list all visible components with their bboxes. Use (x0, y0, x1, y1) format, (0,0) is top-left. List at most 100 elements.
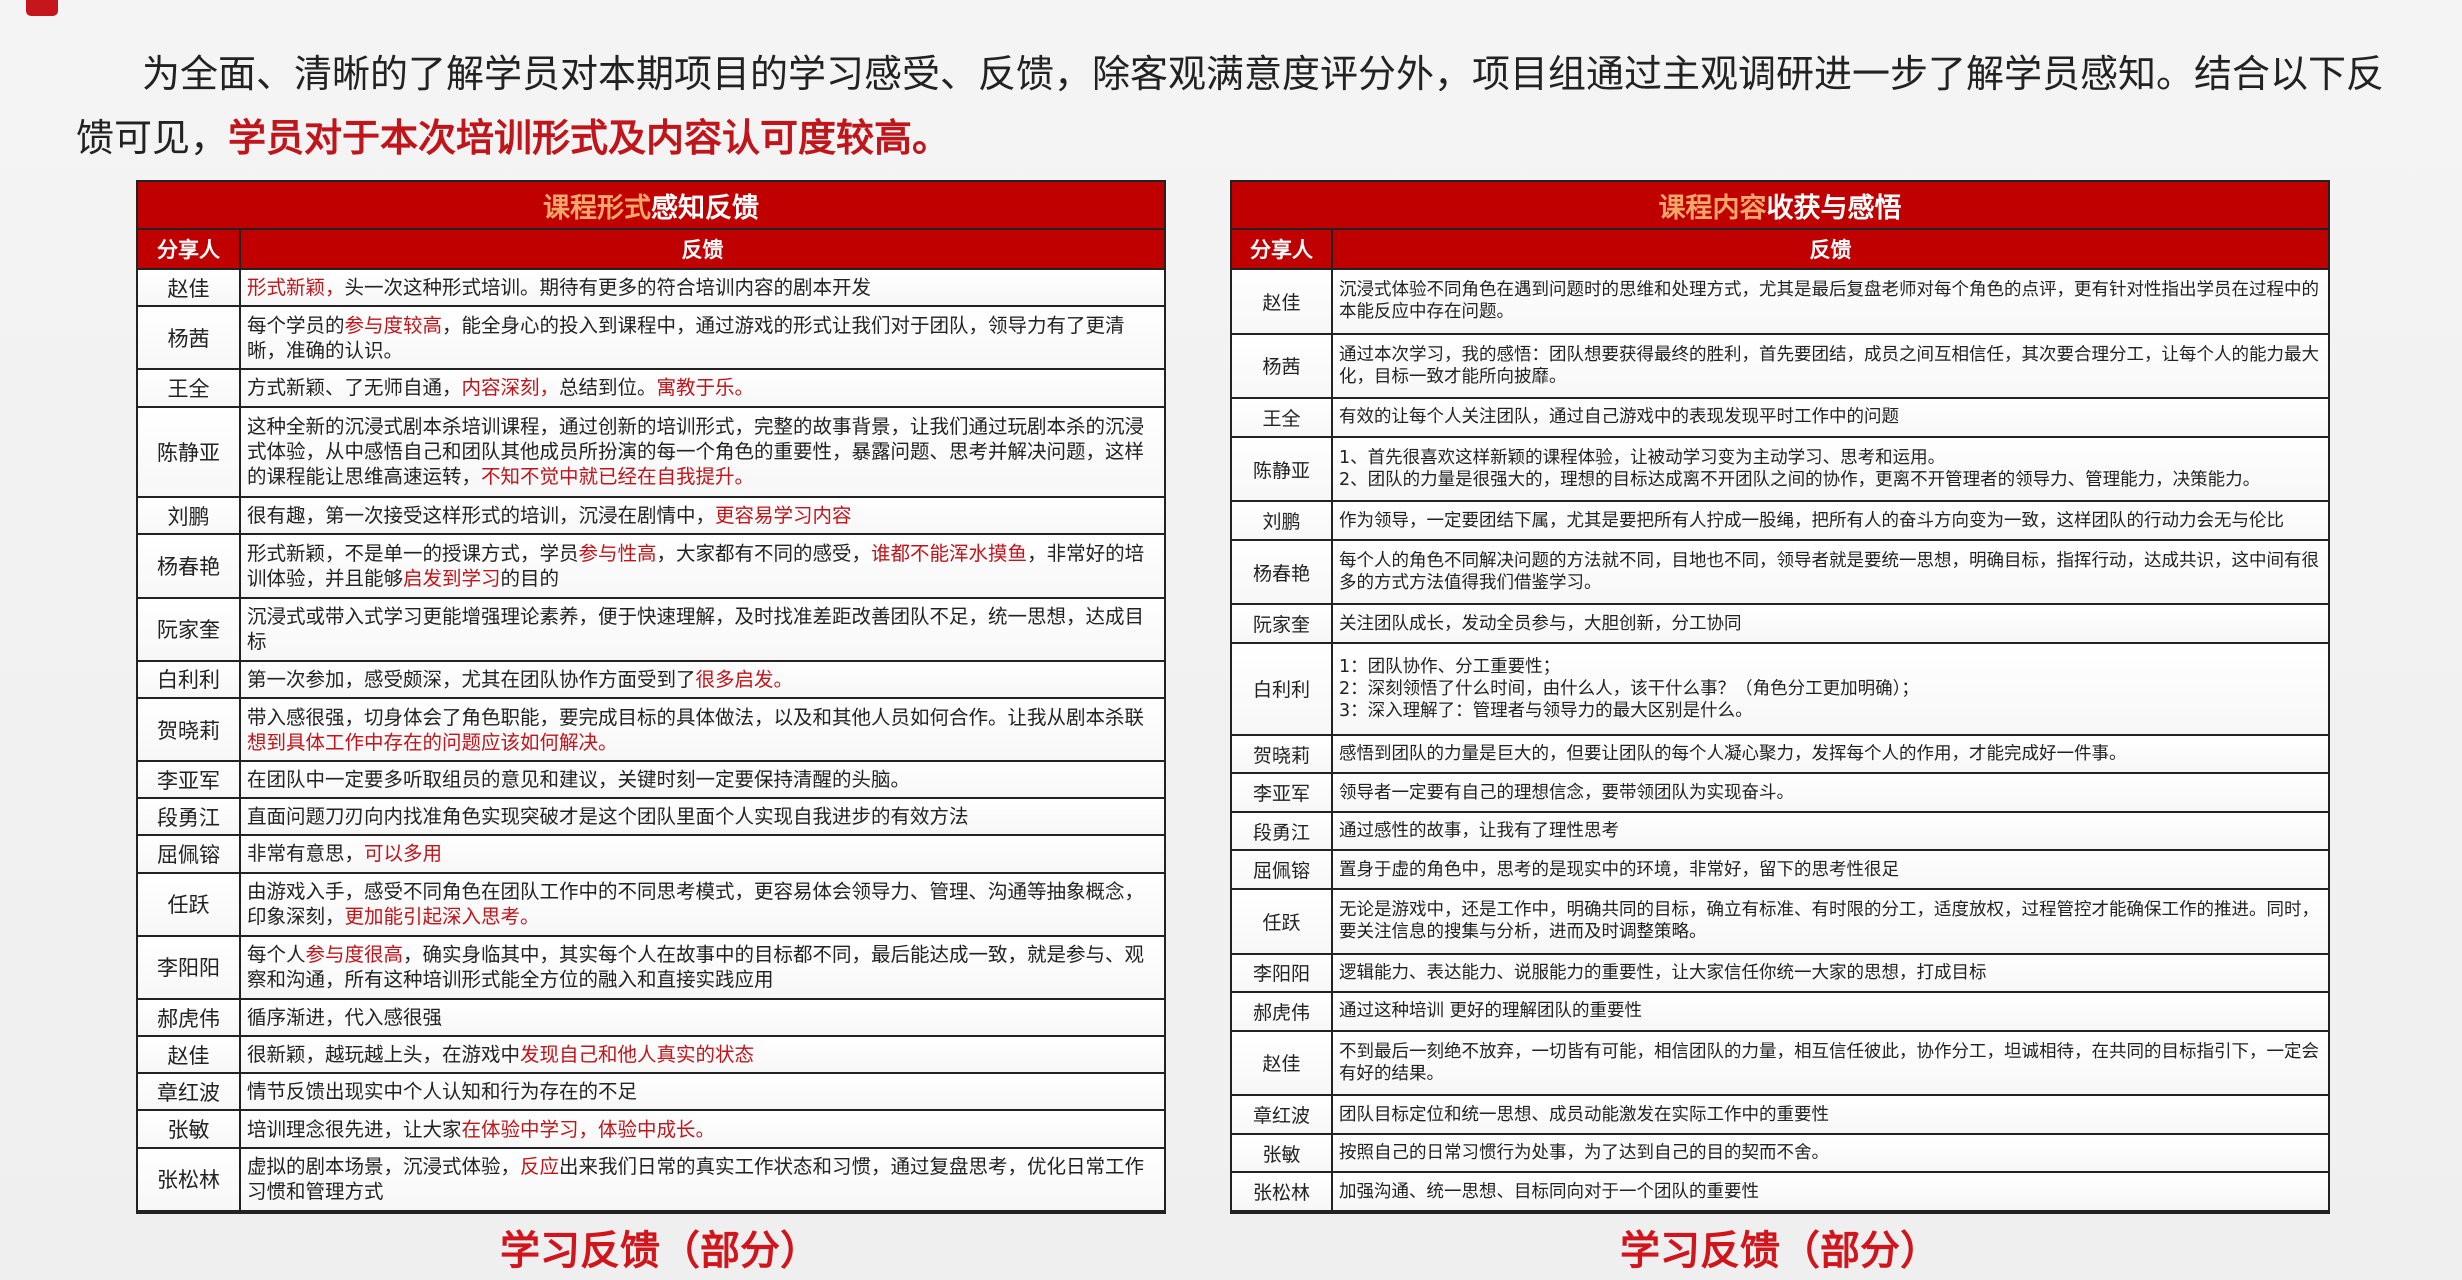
feedback-cell: 每个人参与度很高，确实身临其中，其实每个人在故事中的目标都不同，最后能达成一致，… (240, 935, 1164, 1001)
sharer-name: 王全 (138, 369, 241, 408)
feedback-cell: 沉浸式或带入式学习更能增强理论素养，便于快速理解，及时找准差距改善团队不足，统一… (240, 597, 1164, 662)
table-row: 李阳阳 逻辑能力、表达能力、说服能力的重要性，让大家信任你统一大家的思想，打成目标 (1232, 953, 2328, 994)
feedback-text: 作为领导，一定要团结下属，尤其是要把所有人拧成一股绳，把所有人的奋斗方向变为一致… (1339, 510, 2284, 531)
feedback-cell: 感悟到团队的力量是巨大的，但要让团队的每个人凝心聚力，发挥每个人的作用，才能完成… (1332, 734, 2328, 775)
feedback-cell: 关注团队成长，发动全员参与，大胆创新，分工协同 (1332, 604, 2328, 644)
sharer-name: 陈静亚 (138, 406, 241, 499)
feedback-text: 很新颖，越玩越上头，在游戏中 (247, 1043, 521, 1067)
sharer-name: 王全 (1232, 398, 1333, 438)
sharer-name: 屈佩镕 (1232, 850, 1333, 890)
table-row: 杨春艳 每个人的角色不同解决问题的方法就不同，目地也不同，领导者就是要统一思想，明… (1232, 539, 2328, 606)
highlighted-text: 形式新颖， (247, 276, 345, 300)
table-row: 贺晓莉 带入感很强，切身体会了角色职能，要完成目标的具体做法，以及和其他人员如何合… (138, 697, 1164, 763)
highlighted-text: 参与度较高 (344, 313, 443, 337)
sharer-name: 杨春艳 (138, 534, 241, 599)
feedback-text: 1、首先很喜欢这样新颖的课程体验，让被动学习变为主动学习、思考和运用。 2、团队… (1339, 448, 2261, 491)
sharer-name: 张敏 (1232, 1133, 1333, 1174)
sharer-name: 郝虎伟 (1232, 992, 1333, 1032)
feedback-cell: 通过这种培训 更好的理解团队的重要性 (1332, 992, 2328, 1032)
feedback-cell: 沉浸式体验不同角色在遇到问题时的思维和处理方式，尤其是最后复盘老师对每个角色的点… (1332, 269, 2328, 335)
highlighted-text: 更容易学习内容 (715, 504, 852, 528)
sharer-name: 张敏 (138, 1110, 241, 1149)
feedback-cell: 1、首先很喜欢这样新颖的课程体验，让被动学习变为主动学习、思考和运用。 2、团队… (1332, 436, 2328, 503)
table-row: 陈静亚 1、首先很喜欢这样新颖的课程体验，让被动学习变为主动学习、思考和运用。 2… (1232, 436, 2328, 503)
highlighted-text: 想到具体工作中存在的问题应该如何解决。 (247, 730, 618, 754)
feedback-cell: 领导者一定要有自己的理想信念，要带领团队为实现奋斗。 (1332, 773, 2328, 813)
sharer-name: 章红波 (138, 1073, 241, 1112)
table-row: 赵佳 形式新颖，头一次这种形式培训。期待有更多的符合培训内容的剧本开发 (138, 269, 1164, 308)
table-row: 章红波 情节反馈出现实中个人认知和行为存在的不足 (138, 1073, 1164, 1112)
feedback-text: 加强沟通、统一思想、目标同向对于一个团队的重要性 (1339, 1181, 1759, 1202)
course-content-reflection-table: 课程内容收获与感悟 分享人 反馈 赵佳 沉浸式体验不同角色在遇到问题时的思维和处理方… (1230, 180, 2330, 1214)
table-row: 张敏 按照自己的日常习惯行为处事，为了达到自己的目的契而不舍。 (1232, 1133, 2328, 1174)
intro-highlight: 学员对于本次培训形式及内容认可度较高。 (228, 116, 951, 160)
corner-accent (26, 0, 58, 16)
feedback-text: ，非常好的培训体验，并且能够 (247, 541, 1145, 590)
feedback-text: 培训理念很先进，让大家 (247, 1117, 462, 1141)
highlighted-text: 寓教于乐。 (656, 376, 755, 400)
feedback-text: 由游戏入手，感受不同角色在团队工作中的不同思考模式，更容易体会领导力、管理、沟通… (247, 880, 1145, 929)
feedback-cell: 很新颖，越玩越上头，在游戏中发现自己和他人真实的状态 (240, 1036, 1164, 1075)
feedback-text: 情节反馈出现实中个人认知和行为存在的不足 (247, 1080, 638, 1104)
table-row: 任跃 无论是游戏中，还是工作中，明确共同的目标，确立有标准、有时限的分工，适度放权… (1232, 889, 2328, 955)
table-row: 阮家奎 关注团队成长，发动全员参与，大胆创新，分工协同 (1232, 604, 2328, 644)
table-row: 李阳阳 每个人参与度很高，确实身临其中，其实每个人在故事中的目标都不同，最后能达成… (138, 935, 1164, 1001)
feedback-text: 每个人 (247, 943, 306, 967)
watermark-stamp: 学习反馈（部分） (1620, 1228, 1940, 1274)
feedback-cell: 每个人的角色不同解决问题的方法就不同，目地也不同，领导者就是要统一思想，明确目标… (1332, 539, 2328, 606)
feedback-cell: 通过本次学习，我的感悟：团队想要获得最终的胜利，首先要团结，成员之间互相信任，其… (1332, 333, 2328, 400)
table-row: 杨春艳 形式新颖，不是单一的授课方式，学员参与性高，大家都有不同的感受，谁都不能浑… (138, 534, 1164, 599)
highlighted-text: 参与度很高 (305, 943, 404, 967)
feedback-text: 头一次这种形式培训。期待有更多的符合培训内容的剧本开发 (344, 276, 872, 300)
sharer-name: 赵佳 (138, 1036, 241, 1075)
feedback-text: 这种全新的沉浸式剧本杀培训课程，通过创新的培训形式，完整的故事背景，让我们通过玩… (247, 415, 1145, 489)
table-row: 张松林 加强沟通、统一思想、目标同向对于一个团队的重要性 (1232, 1172, 2328, 1212)
table-row: 赵佳 很新颖，越玩越上头，在游戏中发现自己和他人真实的状态 (138, 1036, 1164, 1075)
feedback-text: 的目的 (500, 566, 560, 590)
table-row: 白利利 1：团队协作、分工重要性； 2：深刻领悟了什么时间，由什么人，该干什么事？… (1232, 642, 2328, 736)
feedback-text: 非常有意思， (247, 842, 365, 866)
feedback-text: 形式新颖，不是单一的授课方式，学员 (247, 541, 579, 565)
highlighted-text: 发现自己和他人真实的状态 (520, 1043, 755, 1067)
highlighted-text: 参与性高 (578, 541, 657, 565)
table-row: 刘鹏 作为领导，一定要团结下属，尤其是要把所有人拧成一股绳，把所有人的奋斗方向变为… (1232, 501, 2328, 541)
table-row: 段勇江 通过感性的故事，让我有了理性思考 (1232, 811, 2328, 852)
sharer-name: 任跃 (1232, 889, 1333, 955)
col-header-name: 分享人 (138, 229, 241, 270)
feedback-text: 感悟到团队的力量是巨大的，但要让团队的每个人凝心聚力，发挥每个人的作用，才能完成… (1339, 744, 2127, 765)
title-highlight: 课程形式 (543, 192, 651, 224)
highlighted-text: 不知不觉中就已经在自我提升。 (481, 465, 755, 489)
table-row: 赵佳 沉浸式体验不同角色在遇到问题时的思维和处理方式，尤其是最后复盘老师对每个角色… (1232, 269, 2328, 335)
table-row: 任跃 由游戏入手，感受不同角色在团队工作中的不同思考模式，更容易体会领导力、管理、… (138, 872, 1164, 937)
table-row: 郝虎伟 循序渐进，代入感很强 (138, 999, 1164, 1038)
table-row: 刘鹏 很有趣，第一次接受这样形式的培训，沉浸在剧情中，更容易学习内容 (138, 497, 1164, 536)
feedback-text: 方式新颖、了无师自通， (247, 376, 462, 400)
title-rest: 感知反馈 (651, 192, 759, 224)
table-title: 课程形式感知反馈 (138, 182, 1164, 230)
sharer-name: 屈佩镕 (138, 835, 241, 874)
sharer-name: 阮家奎 (1232, 604, 1333, 644)
feedback-text: 总结到位。 (559, 376, 657, 400)
feedback-text: ，大家都有不同的感受， (656, 541, 872, 565)
sharer-name: 张松林 (1232, 1172, 1333, 1212)
feedback-text: 关注团队成长，发动全员参与，大胆创新，分工协同 (1339, 613, 1742, 634)
feedback-text: 第一次参加，感受颇深，尤其在团队协作方面受到了 (247, 667, 696, 691)
sharer-name: 陈静亚 (1232, 436, 1333, 503)
feedback-text: 每个学员的 (247, 313, 345, 337)
sharer-name: 段勇江 (1232, 811, 1333, 852)
feedback-cell: 有效的让每个人关注团队，通过自己游戏中的表现发现平时工作中的问题 (1332, 398, 2328, 438)
feedback-cell: 作为领导，一定要团结下属，尤其是要把所有人拧成一股绳，把所有人的奋斗方向变为一致… (1332, 501, 2328, 541)
sharer-name: 任跃 (138, 872, 241, 937)
feedback-cell: 在团队中一定要多听取组员的意见和建议，关键时刻一定要保持清醒的头脑。 (240, 761, 1164, 800)
feedback-text: 置身于虚的角色中，思考的是现实中的环境，非常好，留下的思考性很足 (1339, 859, 1899, 880)
table-row: 屈佩镕 非常有意思，可以多用 (138, 835, 1164, 874)
sharer-name: 赵佳 (138, 269, 241, 308)
feedback-cell: 带入感很强，切身体会了角色职能，要完成目标的具体做法，以及和其他人员如何合作。让… (240, 697, 1164, 763)
sharer-name: 刘鹏 (138, 497, 241, 536)
sharer-name: 贺晓莉 (138, 697, 241, 763)
table-row: 段勇江 直面问题刀刃向内找准角色实现突破才是这个团队里面个人实现自我进步的有效方法 (138, 798, 1164, 837)
feedback-text: ，能全身心的投入到课程中，通过游戏的形式让我们对于团队，领导力有了更清晰，准确的… (247, 313, 1125, 362)
sharer-name: 李阳阳 (1232, 953, 1333, 994)
highlighted-text: 很多启发。 (695, 667, 794, 691)
feedback-cell: 直面问题刀刃向内找准角色实现突破才是这个团队里面个人实现自我进步的有效方法 (240, 798, 1164, 837)
